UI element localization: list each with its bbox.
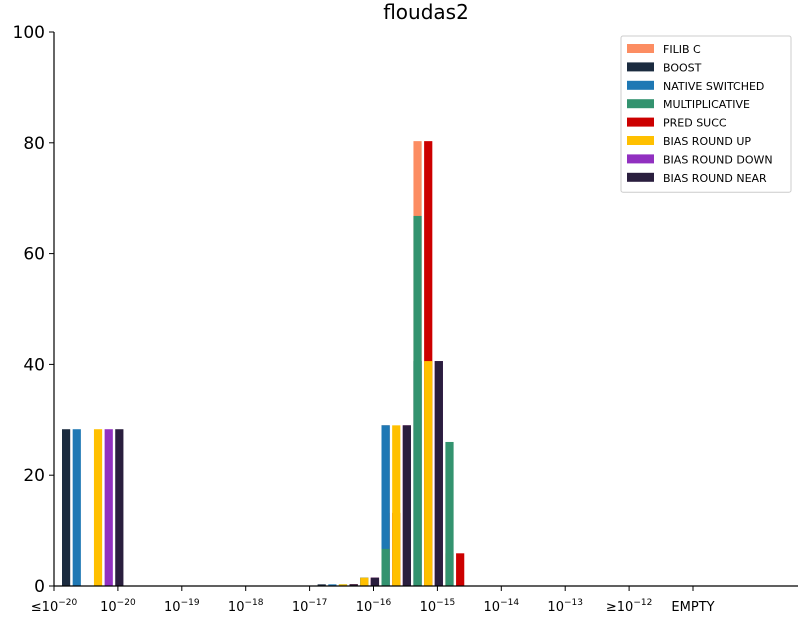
bar-bias-round-up-5 xyxy=(424,361,433,586)
bar-boost-1 xyxy=(317,584,326,586)
legend-swatch xyxy=(627,80,654,90)
x-tick-label: EMPTY xyxy=(671,600,714,615)
legend-box xyxy=(620,35,792,193)
legend-label: MULTIPLICATIVE xyxy=(663,98,750,111)
x-tick-label: 10−16 xyxy=(356,598,392,615)
bar-bias-round-up-1 xyxy=(338,584,348,586)
bar-bias-round-up-3 xyxy=(360,577,369,586)
y-tick-label: 40 xyxy=(23,355,45,375)
bar-boost-0 xyxy=(62,429,71,586)
legend-label: BIAS ROUND NEAR xyxy=(663,172,767,185)
bar-multiplicative-2 xyxy=(381,548,390,586)
x-tick-labels: ≤10−20 10−20 10−19 10−18 10−17 10−16 10−15 10−1… xyxy=(31,598,715,615)
y-tick-label: 80 xyxy=(23,134,45,154)
legend-label: BOOST xyxy=(663,61,702,74)
bar-native-switched-4 xyxy=(381,425,390,586)
bar-pred-succ-4 xyxy=(456,553,465,586)
x-tick-label: 10−14 xyxy=(484,598,520,615)
legend-swatch xyxy=(627,99,654,109)
legend-swatch xyxy=(627,172,654,182)
legend-label: PRED SUCC xyxy=(663,117,727,130)
x-tick-label: 10−18 xyxy=(228,598,264,615)
bar-bias-round-near-4 xyxy=(434,361,443,586)
bars-layer xyxy=(62,141,465,586)
x-tick-label: 10−17 xyxy=(292,598,328,615)
x-tick-label: ≤10−20 xyxy=(31,598,78,615)
legend-label: BIAS ROUND DOWN xyxy=(663,153,773,166)
bar-bias-round-down-0 xyxy=(104,429,113,586)
bar-bias-round-up-4 xyxy=(392,425,401,586)
x-tick-label: 10−15 xyxy=(420,598,456,615)
bar-native-switched-1 xyxy=(328,584,337,586)
legend-label: FILIB C xyxy=(663,43,701,56)
y-tick-label: 20 xyxy=(23,466,45,486)
legend-label: BIAS ROUND UP xyxy=(663,135,751,148)
chart-title: floudas2 xyxy=(383,0,469,24)
legend-swatch xyxy=(627,117,654,127)
y-tick-label: 100 xyxy=(13,23,45,43)
legend-label: NATIVE SWITCHED xyxy=(663,80,764,93)
y-tick-labels: 0 20 40 60 80 100 xyxy=(13,23,45,597)
bar-bias-round-up-0 xyxy=(93,429,103,586)
bar-bias-round-near-3 xyxy=(402,425,411,586)
bar-bias-round-near-1 xyxy=(349,584,358,586)
bar-bias-round-near-0 xyxy=(115,429,124,586)
bar-bias-round-near-2 xyxy=(370,577,380,586)
axes-layer xyxy=(49,31,798,591)
x-tick-label: 10−19 xyxy=(164,598,200,615)
bar-multiplicative-3 xyxy=(413,215,422,586)
legend-swatch xyxy=(627,136,654,145)
x-tick-label: 10−13 xyxy=(547,598,583,615)
legend-swatch xyxy=(627,154,654,164)
x-tick-label: ≥10−12 xyxy=(606,598,652,615)
bar-multiplicative-4 xyxy=(445,441,454,586)
legend-swatch xyxy=(627,44,654,53)
legend: FILIB C BOOST NATIVE SWITCHED MULTIPLICATIV… xyxy=(620,35,792,193)
legend-swatch xyxy=(627,62,654,72)
y-tick-label: 60 xyxy=(23,245,45,265)
bar-native-switched-0 xyxy=(72,429,81,586)
y-tick-label: 0 xyxy=(34,577,45,597)
x-tick-label: 10−20 xyxy=(100,598,136,615)
